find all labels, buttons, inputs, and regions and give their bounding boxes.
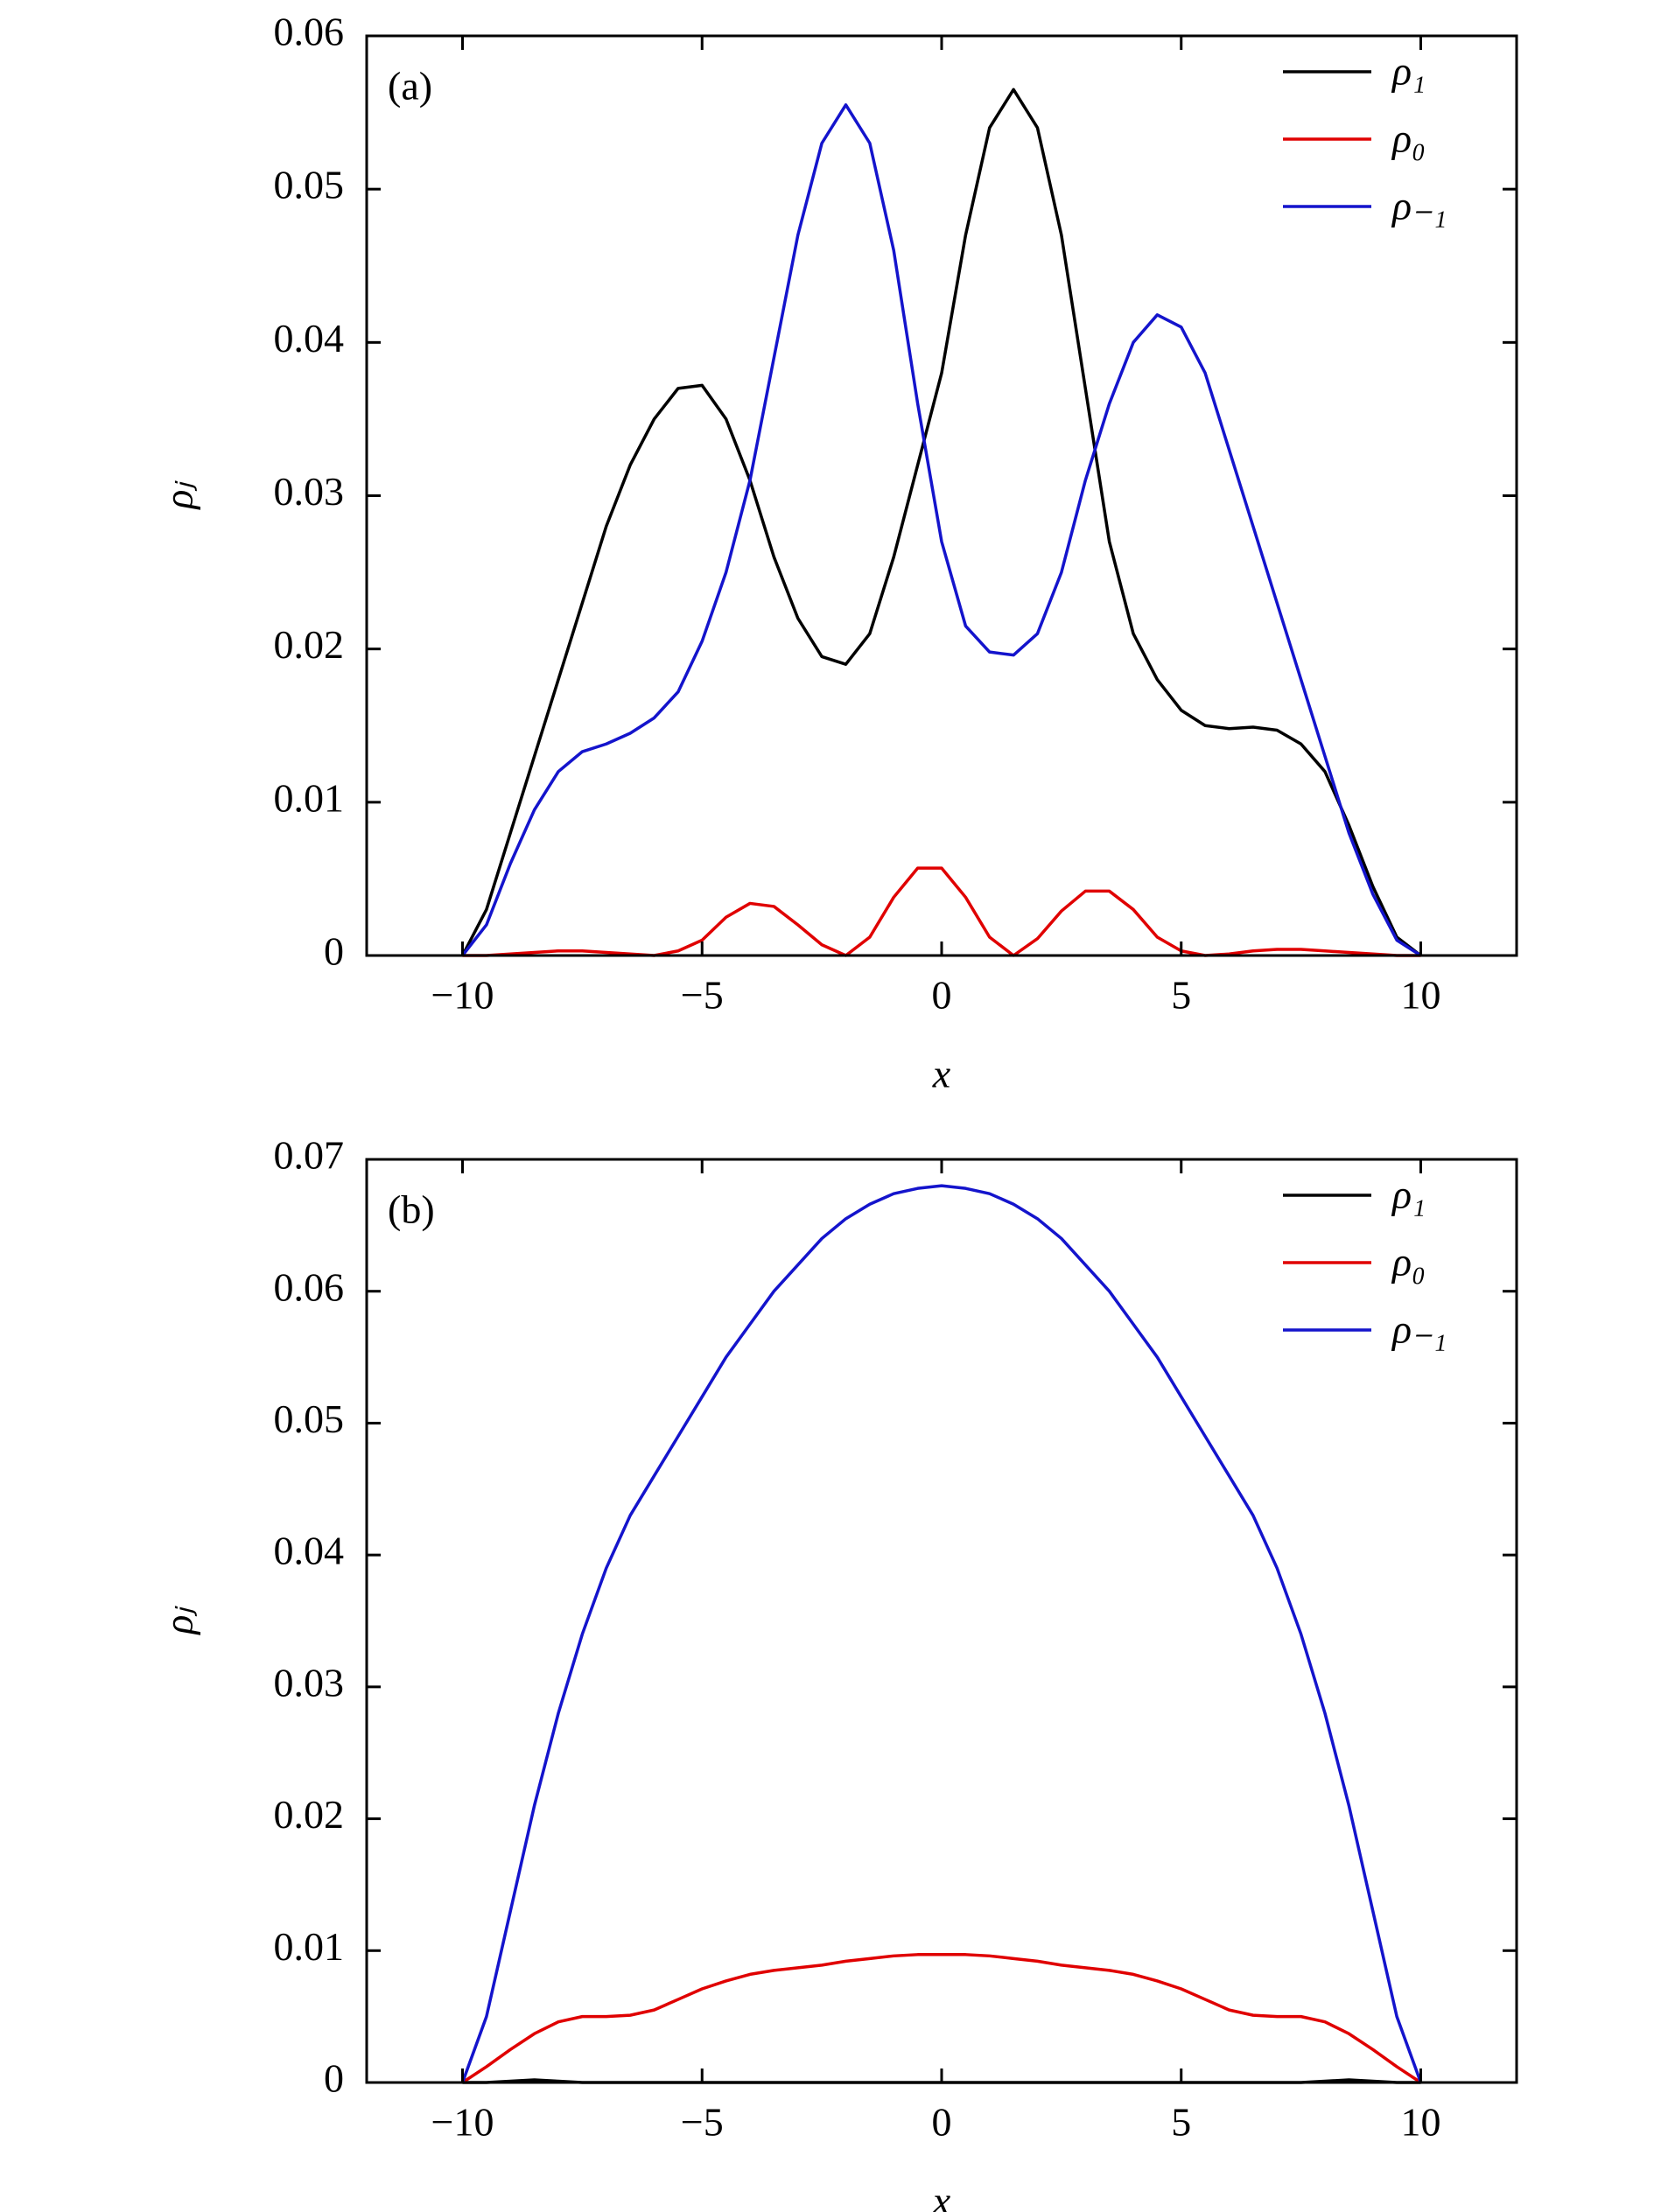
series-line	[461, 1953, 1422, 2084]
x-tick-label: 5	[1171, 2100, 1191, 2145]
legend-label: ρ₁	[1391, 1172, 1426, 1217]
y-tick-label: 0.05	[274, 1396, 345, 1441]
y-tick-label: 0.01	[274, 775, 345, 820]
x-tick-label: −5	[681, 973, 724, 1018]
x-tick-label: −10	[431, 2100, 494, 2145]
y-tick-label: 0.07	[274, 1133, 345, 1178]
series-line	[460, 88, 1422, 957]
x-tick-label: 5	[1171, 973, 1191, 1018]
plot-frame	[365, 1158, 1518, 2084]
y-tick-label: 0.02	[274, 1792, 345, 1837]
y-tick-label: 0.01	[274, 1924, 345, 1969]
x-tick-label: 0	[932, 973, 952, 1018]
y-tick-label: 0.06	[274, 10, 345, 54]
y-tick-label: 0	[324, 2056, 344, 2101]
y-axis-label: ρⱼ	[157, 1605, 201, 1635]
y-tick-label: 0.04	[274, 1529, 345, 1573]
legend-label: ρ₀	[1391, 1240, 1426, 1284]
series-line	[462, 866, 1421, 957]
x-tick-label: 0	[932, 2100, 952, 2145]
x-tick-label: 10	[1401, 2100, 1441, 2145]
x-tick-label: −10	[431, 973, 494, 1018]
y-tick-label: 0.03	[274, 1660, 345, 1704]
y-tick-label: 0.05	[274, 163, 345, 207]
series-line	[461, 103, 1422, 957]
legend-label: ρ₁	[1391, 49, 1426, 94]
panel-label: (b)	[388, 1187, 435, 1232]
y-tick-label: 0.02	[274, 622, 345, 667]
x-axis-label: x	[932, 1052, 951, 1096]
y-tick-label: 0.03	[274, 469, 345, 514]
x-tick-label: −5	[681, 2100, 724, 2145]
y-axis-label: ρⱼ	[157, 480, 201, 510]
legend-label: ρ₀	[1391, 116, 1426, 161]
series-line	[460, 1184, 1423, 2083]
panel-label: (a)	[388, 64, 432, 108]
x-tick-label: 10	[1401, 973, 1441, 1018]
legend-label: ρ₋₁	[1391, 184, 1447, 228]
y-tick-label: 0	[324, 929, 344, 974]
x-axis-label: x	[932, 2179, 951, 2212]
legend-label: ρ₋₁	[1391, 1307, 1447, 1352]
y-tick-label: 0.06	[274, 1264, 345, 1309]
y-tick-label: 0.04	[274, 316, 345, 360]
